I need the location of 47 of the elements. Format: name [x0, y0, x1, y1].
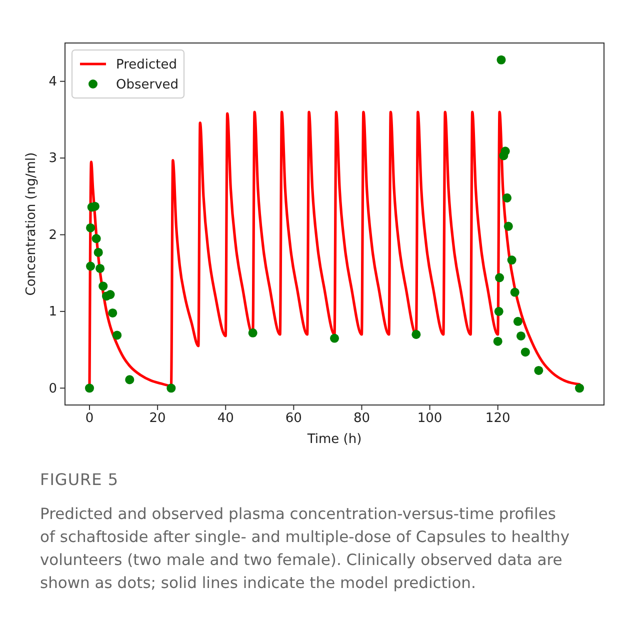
- y-tick-label: 3: [48, 151, 57, 166]
- point: [108, 308, 118, 318]
- point: [513, 316, 522, 326]
- y-axis-title: Concentration (ng/ml): [24, 152, 39, 296]
- point: [330, 334, 340, 343]
- point: [507, 256, 516, 265]
- x-tick-label: 0: [85, 411, 94, 426]
- point: [86, 262, 96, 271]
- point: [84, 384, 94, 393]
- x-tick-label: 120: [485, 411, 510, 426]
- point: [516, 331, 526, 340]
- point: [86, 223, 96, 232]
- x-tick-label: 20: [149, 411, 166, 426]
- point: [502, 193, 512, 202]
- y-tick-label: 2: [48, 228, 57, 243]
- text: Predicted and observed plasma concentration-versus-time profiles of schaftoside after single- and multiple-dose of Capsules to healthy volunteers (two male and two female). Clinically observed data are shown as dots; solid lines indicate the model prediction.: [40, 504, 570, 594]
- caption: FIGURE 5: [40, 470, 119, 489]
- x-axis-title: Time (h): [306, 432, 362, 447]
- x-tick-label: 100: [417, 411, 442, 426]
- point: [98, 282, 108, 291]
- point: [494, 306, 504, 316]
- point: [496, 55, 506, 64]
- point: [574, 384, 584, 393]
- point: [92, 234, 101, 244]
- legend-label: Observed: [116, 78, 179, 92]
- point: [500, 146, 510, 156]
- point: [112, 330, 122, 340]
- y-tick-label: 0: [48, 381, 57, 396]
- x-tick-label: 60: [285, 411, 302, 426]
- point: [493, 336, 502, 346]
- point: [534, 366, 544, 375]
- point: [495, 273, 504, 282]
- point: [106, 290, 115, 300]
- point: [248, 328, 258, 338]
- point: [510, 288, 520, 297]
- x-tick-label: 40: [217, 411, 234, 426]
- y-tick-label: 4: [48, 74, 57, 90]
- point: [412, 330, 421, 339]
- point: [94, 248, 103, 257]
- point: [520, 348, 530, 357]
- legend-label: Predicted: [116, 58, 178, 72]
- point: [166, 384, 176, 393]
- point: [504, 222, 513, 231]
- x-tick-label: 80: [353, 411, 370, 426]
- point: [96, 264, 105, 273]
- point: [125, 375, 134, 384]
- y-tick-label: 1: [48, 304, 57, 320]
